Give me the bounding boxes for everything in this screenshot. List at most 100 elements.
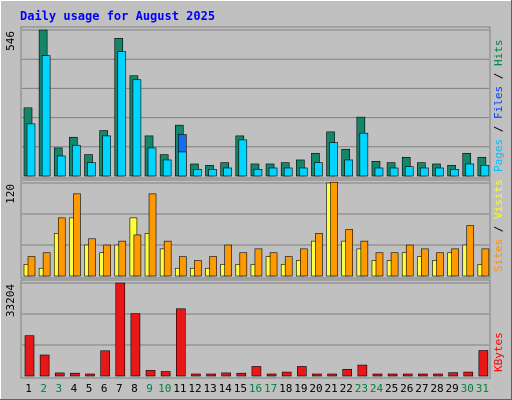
x-tick-label: 8 [131,382,138,395]
sites-bar [405,244,414,277]
pages-bar [480,165,490,177]
hits-plot-area [20,26,491,179]
x-tick-label: 13 [203,382,216,395]
x-tick-label: 14 [219,382,233,395]
kbytes-bar [85,373,95,377]
kbytes-bar [448,372,458,377]
x-tick-label: 22 [340,382,353,395]
kbytes-bar [266,373,277,377]
kbytes-bar [115,282,126,377]
kbytes-bar [24,335,35,377]
visits-legend-item: Visits [492,179,505,219]
x-tick-label: 12 [188,382,201,395]
pages-bar [389,167,399,177]
sites-bar [345,229,354,277]
x-tick-label: 2 [40,382,47,395]
kbytes-bar [236,372,247,377]
sites-bar [284,256,293,277]
sites-bar [178,256,187,277]
sites-bar [42,252,51,277]
kbytes-bar [478,350,489,377]
sites-bar [163,240,172,277]
x-tick-label: 27 [415,382,428,395]
sites-bar [224,244,232,277]
hits-legend-item: Hits [492,40,505,67]
pages-bar [374,167,384,177]
sites-bar [330,181,338,277]
visits-legend: Sites / Visits [492,179,505,272]
x-tick-label: 24 [370,382,384,395]
pages-bar [283,167,293,177]
pages-bar [72,144,81,177]
kbytes-bar [312,373,322,377]
x-tick-label: 10 [158,382,171,395]
x-tick-label: 26 [400,382,413,395]
x-tick-label: 9 [146,382,153,395]
kbytes-legend-item: KBytes [492,332,505,372]
kbytes-bar [327,373,337,377]
x-tick-label: 30 [461,382,474,395]
pages-bar [435,167,444,177]
x-tick-label: 18 [279,382,292,395]
x-tick-label: 4 [71,382,78,395]
pages-bar [253,169,263,177]
kbytes-bar [251,366,262,377]
kbytes-bar [39,354,50,377]
pages-bar [420,167,429,177]
kbytes-bar [145,370,156,377]
pages-bar [177,151,187,177]
sites-bar [421,248,429,277]
pages-bar [193,169,202,177]
kbytes-bar [206,373,216,377]
x-tick-label: 16 [249,382,262,395]
sites-bar [133,234,142,277]
kbytes-legend: KBytes [492,332,505,372]
kbytes-bar [418,373,428,377]
pages-bar [132,79,142,177]
sites-bar [481,248,490,277]
sites-bar [466,225,475,277]
pages-bar [56,155,66,177]
kbytes-bar [175,308,186,377]
kbytes-bar [160,371,171,377]
kbytes-bar [463,371,474,377]
sites-bar [269,252,278,277]
kbytes-bar [54,372,65,377]
pages-bar [26,123,36,177]
sites-bar [148,193,157,277]
pages-bar [208,169,217,177]
hits-legend-item: Files [492,86,505,119]
x-tick-label: 11 [173,382,186,395]
x-tick-label: 5 [86,382,93,395]
hits-panel: 546 Pages / Files / Hits [4,26,505,179]
pages-bar [465,163,475,177]
pages-bar [41,55,51,177]
x-tick-label: 21 [325,382,338,395]
kbytes-panel: 33204 KBytes [4,279,505,379]
sites-bar [254,248,263,277]
kbytes-max-label: 33204 [4,284,17,317]
sites-bar [451,248,459,277]
hits-legend: Pages / Files / Hits [492,40,505,173]
pages-bar [162,159,172,177]
hits-legend-item: / [492,66,505,86]
sites-bar [239,252,248,277]
kbytes-bar [70,372,80,377]
sites-bar [73,193,81,277]
sites-bar [118,240,127,277]
pages-bar [238,139,248,177]
x-tick-label: 23 [355,382,368,395]
pages-bar [87,162,96,177]
pages-bar [223,167,232,177]
visits-max-label: 120 [4,184,17,204]
pages-bar [268,167,278,177]
pages-bar [404,166,414,177]
x-tick-label: 29 [446,382,459,395]
kbytes-bar [387,373,398,377]
sites-bar [57,217,66,277]
kbytes-bar [100,350,110,377]
pages-bar [117,51,127,177]
x-tick-label: 31 [476,382,489,395]
hits-max-label: 546 [4,31,17,51]
